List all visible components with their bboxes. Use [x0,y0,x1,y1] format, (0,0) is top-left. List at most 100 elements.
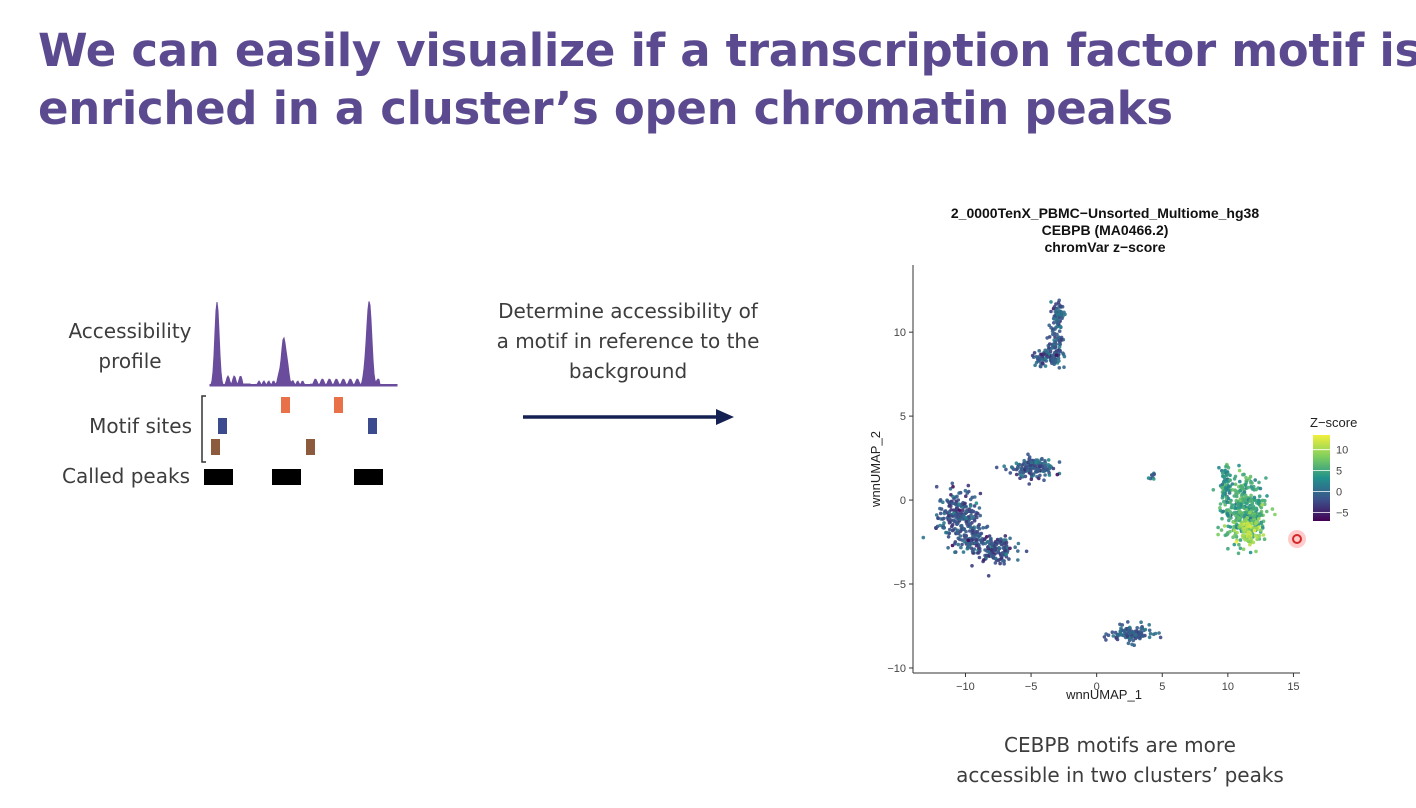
umap-point [1007,557,1011,561]
umap-point [1249,521,1254,526]
umap-point [979,538,983,542]
umap-point [1122,629,1127,634]
umap-point [956,542,961,547]
plot-title-line2: CEBPB (MA0466.2) [1041,222,1169,238]
umap-point [1158,635,1163,640]
umap-point [959,511,963,515]
umap-point [1222,474,1227,479]
umap-point [934,526,938,530]
umap-point [955,494,959,499]
umap-point [1131,638,1136,643]
umap-point [967,489,971,494]
x-axis-label: wnnUMAP_1 [1065,687,1142,702]
umap-point [1239,513,1244,517]
umap-point [1238,523,1243,527]
umap-point [1047,346,1051,350]
umap-point [1254,487,1258,492]
umap-point [1008,471,1013,475]
umap-point [959,545,963,550]
umap-point [1027,482,1031,486]
umap-point [1261,533,1266,537]
umap-point [1265,509,1269,514]
slide-title-line1: We can easily visualize if a transcripti… [38,24,1416,77]
umap-point [1259,513,1264,517]
umap-point [1216,525,1220,530]
umap-point [1229,505,1234,510]
umap-point [1217,465,1221,470]
umap-point [997,545,1001,550]
umap-point [984,553,989,558]
motif-site-blue [368,418,377,434]
umap-point [1270,507,1275,511]
umap-point [1040,358,1044,362]
umap-point [1243,493,1248,498]
umap-point [1014,472,1019,477]
x-tick-label: 15 [1287,681,1299,693]
umap-point [1004,540,1009,545]
umap-point [1030,353,1035,358]
umap-point [1226,513,1230,518]
umap-point [1243,498,1247,502]
umap-point [1237,516,1241,520]
umap-point [1234,491,1238,495]
umap-point [1247,510,1252,515]
umap-point [1223,468,1228,473]
accessibility-label-line1: Accessibility [68,319,192,343]
umap-point [970,528,975,533]
umap-point [1248,542,1252,547]
umap-point [946,546,950,550]
umap-point [1057,329,1062,333]
umap-point [1053,345,1058,350]
umap-point [947,531,952,536]
umap-point [1238,538,1243,542]
umap-point [970,508,974,513]
umap-point [1046,458,1051,462]
umap-point [1062,365,1066,369]
umap-point [1056,321,1060,325]
umap-point [1218,506,1222,510]
umap-point [993,561,998,565]
umap-point [955,521,959,526]
umap-point [1247,535,1251,539]
umap-point [977,555,982,560]
umap-point [1238,488,1242,493]
y-axis-ticks: 10 5 0 −5 −10 [887,327,913,675]
umap-point [1116,633,1120,638]
umap-point [974,501,979,505]
umap-point [953,541,957,546]
umap-point [1126,641,1131,646]
umap-point [1037,468,1041,472]
umap-point [944,530,948,535]
umap-point [934,513,939,517]
umap-point [1243,483,1248,487]
umap-point [1228,529,1232,534]
umap-point [1247,530,1251,534]
umap-point [1255,526,1259,531]
umap-point [1034,460,1038,465]
umap-point [1016,558,1020,562]
umap-point [1256,500,1261,504]
umap-point [1241,522,1246,527]
umap-point [959,524,963,528]
umap-point [952,519,957,524]
umap-point [1005,546,1010,550]
umap-point [1043,364,1048,368]
umap-point [1043,459,1047,463]
umap-point [986,574,991,578]
umap-point [1013,545,1017,549]
umap-point [1157,631,1161,635]
umap-point [978,491,983,496]
umap-point [1233,506,1238,510]
umap-plot-title: 2_0000TenX_PBMC−Unsorted_Multiome_hg38 C… [895,205,1315,256]
umap-point [1053,310,1058,314]
umap-point [1148,631,1153,636]
umap-point [1222,524,1227,528]
umap-point [942,516,946,521]
umap-point [1002,464,1006,468]
umap-point [1265,494,1269,498]
umap-point [936,516,940,521]
umap-point [1053,327,1057,331]
umap-point [1237,542,1241,547]
umap-point [1023,474,1028,479]
umap-point [1224,464,1228,469]
